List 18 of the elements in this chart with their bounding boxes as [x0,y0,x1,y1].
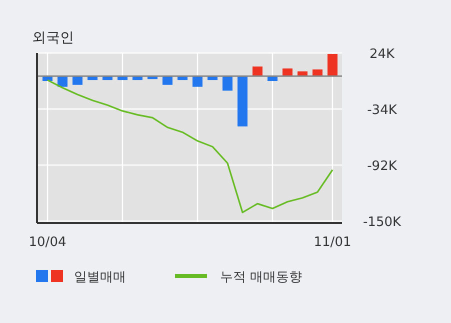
bar [252,66,262,76]
chart-title: 외국인 [32,30,74,46]
bar [238,76,248,126]
x-tick-label: 11/01 [314,235,352,250]
bar [282,68,292,76]
x-tick-label: 10/04 [28,235,66,250]
y-tick-label: -34K [367,103,398,118]
bar [328,54,338,76]
line-series [46,79,334,214]
bar [72,76,82,85]
bar [162,76,172,85]
bar [192,76,202,87]
y-tick-label: -150K [362,215,402,230]
bar [222,76,232,91]
y-tick-label: 24K [369,47,396,62]
y-tick-label: -92K [367,159,398,174]
legend-label: 누적 매매동향 [220,270,302,285]
legend-label: 일별매매 [74,270,126,285]
